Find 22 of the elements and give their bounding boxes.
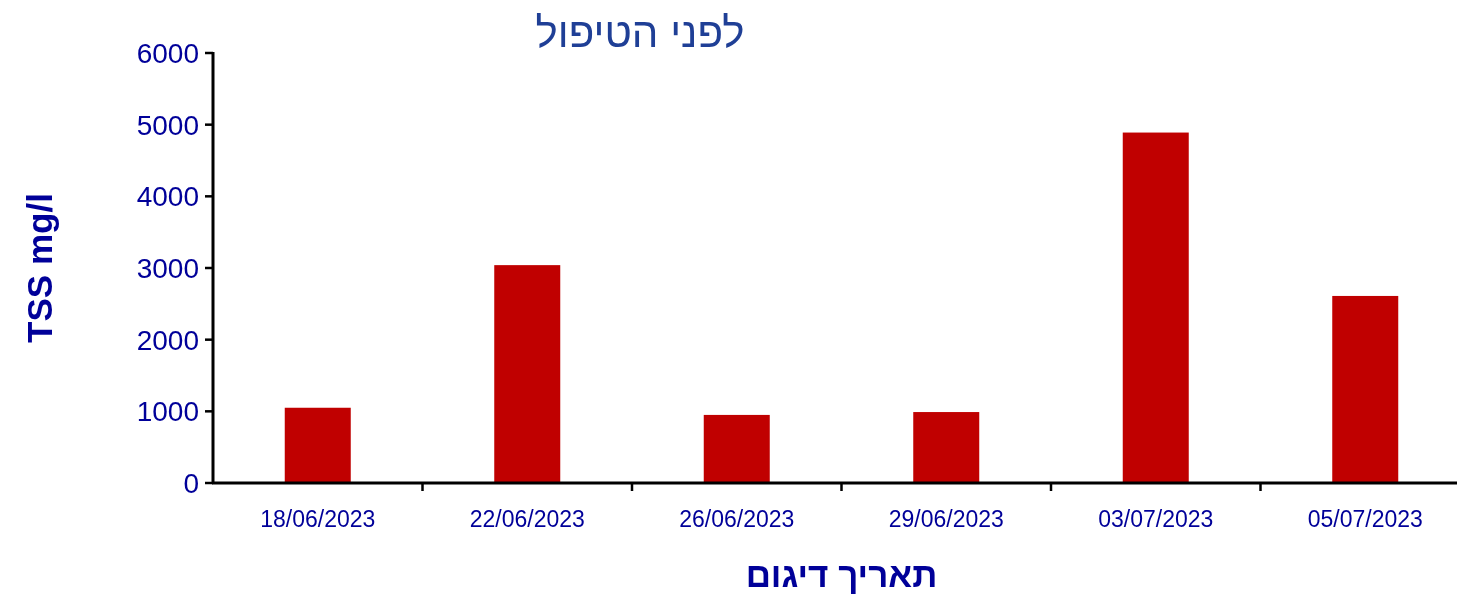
x-tick-label: 29/06/2023 <box>888 506 1004 532</box>
bar <box>913 412 980 483</box>
y-tick-label: 3000 <box>136 253 199 284</box>
bar <box>284 407 351 483</box>
y-tick-label: 6000 <box>136 38 199 69</box>
x-tick-label: 26/06/2023 <box>679 506 795 532</box>
bar <box>1332 295 1399 483</box>
y-tick-label: 5000 <box>136 109 199 141</box>
bar <box>703 414 770 483</box>
y-tick-label: 0 <box>183 468 199 499</box>
x-tick-label: 03/07/2023 <box>1098 506 1214 532</box>
y-axis-title: TSS mg/l <box>20 193 59 343</box>
y-tick-label: 4000 <box>136 181 199 213</box>
x-tick-label: 18/06/2023 <box>260 506 376 532</box>
x-tick-label: 05/07/2023 <box>1307 506 1423 532</box>
y-tick-label: 2000 <box>136 324 199 356</box>
chart-title: לפני הטיפול <box>535 9 745 56</box>
x-tick-label: 22/06/2023 <box>469 506 585 532</box>
bar <box>1122 132 1189 483</box>
bar <box>494 265 561 483</box>
x-axis-title: תאריך דיגום <box>745 555 938 594</box>
y-tick-label: 1000 <box>136 396 199 428</box>
